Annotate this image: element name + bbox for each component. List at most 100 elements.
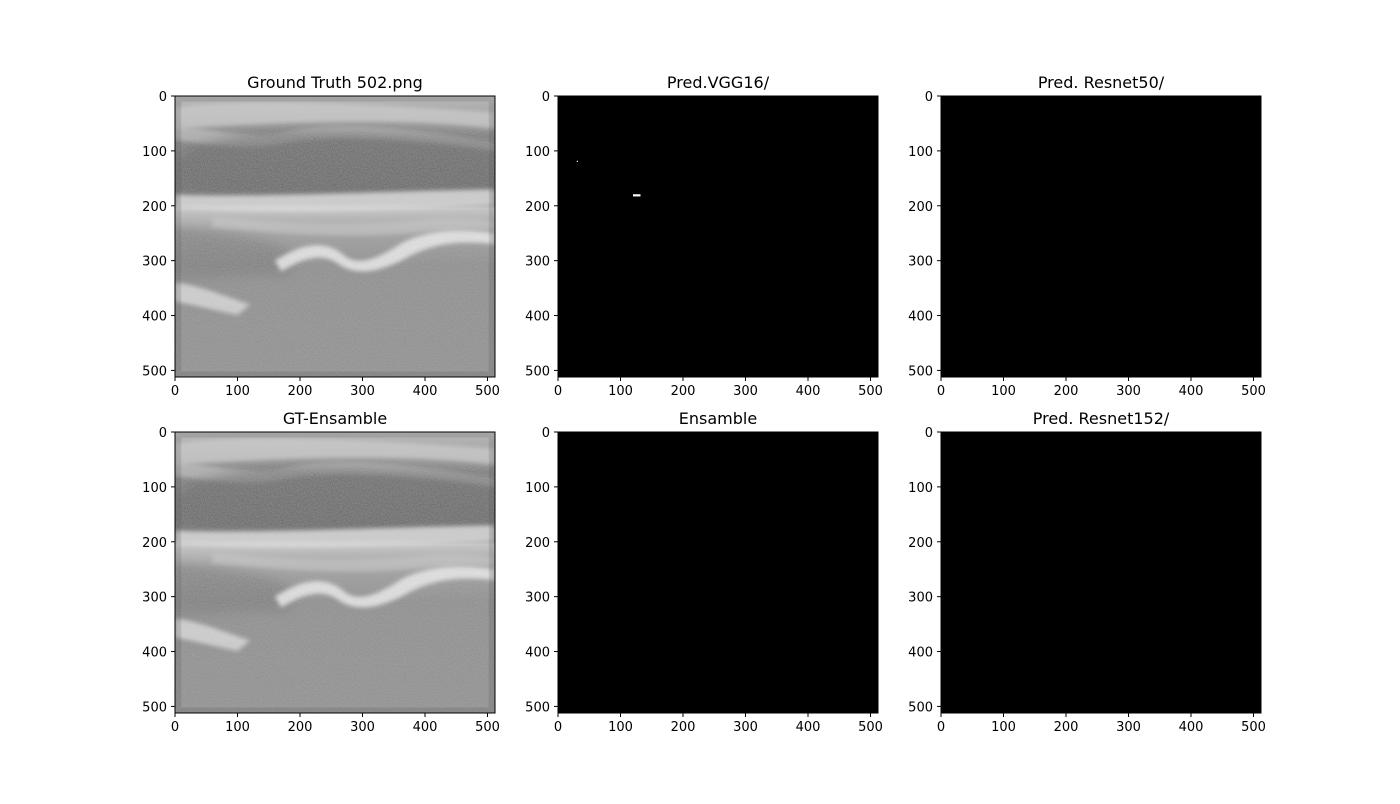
x-tick-label: 400 bbox=[413, 720, 438, 735]
y-tick-label: 100 bbox=[142, 145, 167, 160]
y-tick-label: 200 bbox=[908, 536, 933, 551]
x-tick-label: 400 bbox=[413, 384, 438, 399]
axes-frame bbox=[557, 95, 879, 378]
mask-image bbox=[558, 432, 878, 713]
ultrasound-image bbox=[175, 432, 495, 713]
x-tick-label: 100 bbox=[225, 384, 250, 399]
y-tick-label: 0 bbox=[542, 426, 550, 441]
y-tick-label: 300 bbox=[525, 255, 550, 270]
panel-title: GT-Ensamble bbox=[283, 409, 387, 428]
y-tick-label: 100 bbox=[142, 481, 167, 496]
panel-6: Pred. Resnet152/0 100 200 300 400 500 0 100 200 3… bbox=[908, 409, 1266, 735]
x-tick-label: 200 bbox=[1054, 384, 1079, 399]
x-tick-label: 400 bbox=[796, 384, 821, 399]
panel-title: Pred. Resnet152/ bbox=[1033, 409, 1170, 428]
mask-speck-2 bbox=[633, 194, 641, 197]
x-tick-label: 200 bbox=[671, 384, 696, 399]
x-tick-label: 500 bbox=[858, 384, 883, 399]
y-tick-label: 500 bbox=[142, 364, 167, 379]
x-tick-label: 500 bbox=[475, 384, 500, 399]
x-tick-label: 400 bbox=[1179, 720, 1204, 735]
x-tick-label: 300 bbox=[350, 384, 375, 399]
axes-frame bbox=[174, 431, 496, 714]
panel-5: Ensamble 0 100 200 300 400 500 0 100 200 300 400 500 bbox=[525, 409, 883, 735]
y-tick-label: 400 bbox=[908, 310, 933, 325]
panel-title: Pred. Resnet50/ bbox=[1038, 73, 1165, 92]
y-tick-label: 200 bbox=[142, 200, 167, 215]
y-tick-label: 500 bbox=[142, 700, 167, 715]
y-tick-label: 0 bbox=[925, 426, 933, 441]
x-tick-label: 100 bbox=[991, 720, 1016, 735]
panel-title: Ensamble bbox=[679, 409, 757, 428]
axes-frame bbox=[940, 431, 1262, 714]
y-tick-label: 0 bbox=[159, 426, 167, 441]
panel-title: Ground Truth 502.png bbox=[247, 73, 423, 92]
y-tick-label: 200 bbox=[908, 200, 933, 215]
y-tick-label: 400 bbox=[525, 646, 550, 661]
y-tick-label: 100 bbox=[908, 145, 933, 160]
y-tick-label: 200 bbox=[142, 536, 167, 551]
x-tick-label: 500 bbox=[475, 720, 500, 735]
axes-frame bbox=[557, 431, 879, 714]
y-tick-label: 100 bbox=[525, 481, 550, 496]
axes-frame bbox=[940, 95, 1262, 378]
y-tick-label: 0 bbox=[542, 90, 550, 105]
x-tick-label: 0 bbox=[937, 720, 945, 735]
x-tick-label: 300 bbox=[1116, 384, 1141, 399]
y-tick-label: 500 bbox=[908, 364, 933, 379]
x-tick-label: 200 bbox=[288, 720, 313, 735]
x-tick-label: 0 bbox=[554, 384, 562, 399]
mask-image bbox=[558, 96, 878, 377]
y-tick-label: 400 bbox=[908, 646, 933, 661]
x-tick-label: 100 bbox=[608, 384, 633, 399]
y-tick-label: 500 bbox=[525, 700, 550, 715]
y-tick-label: 400 bbox=[142, 310, 167, 325]
x-tick-label: 200 bbox=[288, 384, 313, 399]
y-tick-label: 300 bbox=[908, 591, 933, 606]
y-tick-label: 500 bbox=[908, 700, 933, 715]
y-tick-label: 200 bbox=[525, 536, 550, 551]
x-tick-label: 500 bbox=[858, 720, 883, 735]
panel-4: GT-Ensamble 0 100 200 300 400 500 0 100 200 300 400… bbox=[142, 409, 500, 735]
x-tick-label: 300 bbox=[350, 720, 375, 735]
x-tick-label: 200 bbox=[1054, 720, 1079, 735]
mask-image bbox=[941, 432, 1261, 713]
x-tick-label: 400 bbox=[1179, 384, 1204, 399]
y-tick-label: 100 bbox=[525, 145, 550, 160]
y-tick-label: 0 bbox=[159, 90, 167, 105]
x-tick-label: 0 bbox=[937, 384, 945, 399]
y-tick-label: 400 bbox=[525, 310, 550, 325]
y-tick-label: 300 bbox=[908, 255, 933, 270]
panel-2: Pred.VGG16/0 100 200 300 400 500 0 100 200 300 400… bbox=[525, 73, 883, 399]
panel-title: Pred.VGG16/ bbox=[667, 73, 770, 92]
x-tick-label: 200 bbox=[671, 720, 696, 735]
y-tick-label: 100 bbox=[908, 481, 933, 496]
panel-1: Ground Truth 502.png 0 100 200 300 400 500 0 100… bbox=[142, 73, 500, 399]
x-tick-label: 500 bbox=[1241, 384, 1266, 399]
y-tick-label: 300 bbox=[142, 255, 167, 270]
x-tick-label: 500 bbox=[1241, 720, 1266, 735]
x-tick-label: 300 bbox=[733, 720, 758, 735]
x-tick-label: 300 bbox=[733, 384, 758, 399]
y-tick-label: 400 bbox=[142, 646, 167, 661]
x-tick-label: 100 bbox=[225, 720, 250, 735]
x-tick-label: 100 bbox=[608, 720, 633, 735]
axes-frame bbox=[174, 95, 496, 378]
ultrasound-image bbox=[175, 96, 495, 377]
panel-3: Pred. Resnet50/0 100 200 300 400 500 0 100 200 30… bbox=[908, 73, 1266, 399]
mask-image bbox=[941, 96, 1261, 377]
x-tick-label: 300 bbox=[1116, 720, 1141, 735]
y-tick-label: 300 bbox=[142, 591, 167, 606]
y-tick-label: 500 bbox=[525, 364, 550, 379]
y-tick-label: 0 bbox=[925, 90, 933, 105]
x-tick-label: 0 bbox=[171, 384, 179, 399]
mask-speck-1 bbox=[576, 160, 578, 162]
y-tick-label: 300 bbox=[525, 591, 550, 606]
y-tick-label: 200 bbox=[525, 200, 550, 215]
x-tick-label: 400 bbox=[796, 720, 821, 735]
x-tick-label: 100 bbox=[991, 384, 1016, 399]
x-tick-label: 0 bbox=[171, 720, 179, 735]
x-tick-label: 0 bbox=[554, 720, 562, 735]
